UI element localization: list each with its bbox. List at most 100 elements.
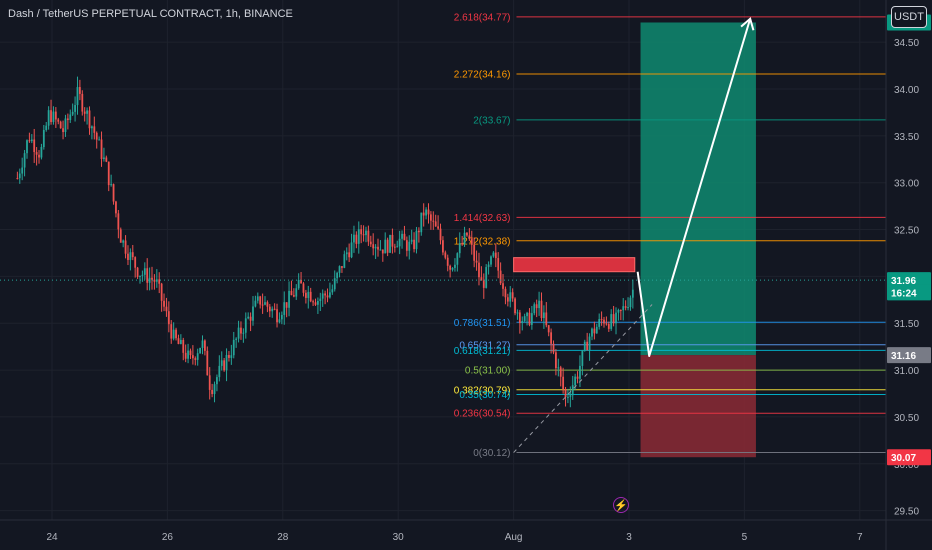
candle-body bbox=[244, 318, 247, 333]
candle-body bbox=[141, 274, 144, 276]
candle-body bbox=[91, 126, 93, 129]
fib-level-label: 0.786(31.51) bbox=[454, 318, 511, 329]
fibonacci-levels: 2.618(34.77) 2.272(34.16) 2(33.67) 1.414(32… bbox=[454, 12, 886, 459]
candle-body bbox=[403, 233, 406, 241]
fib-level-label: 2.618(34.77) bbox=[454, 12, 511, 23]
candle-body bbox=[631, 289, 634, 298]
candle-body bbox=[379, 249, 382, 251]
candle-body bbox=[456, 253, 459, 265]
candle-body bbox=[598, 319, 601, 327]
fib-level-label: 1.272(32.38) bbox=[454, 236, 511, 247]
candle-body bbox=[254, 300, 257, 307]
price-tick-label: 30.00 bbox=[894, 460, 919, 471]
candle-body bbox=[28, 140, 31, 142]
candle-body bbox=[278, 319, 281, 323]
candle-body bbox=[100, 139, 103, 160]
candle-body bbox=[475, 260, 478, 263]
candle-body bbox=[434, 221, 437, 227]
candle-body bbox=[295, 288, 298, 297]
candle-body bbox=[607, 324, 610, 329]
candle-body bbox=[461, 243, 464, 245]
price-tag-label: 31.96 bbox=[891, 276, 916, 287]
candle-body bbox=[292, 295, 295, 297]
candle-body bbox=[122, 240, 125, 243]
candle-body bbox=[463, 232, 466, 245]
candle-body bbox=[223, 360, 226, 371]
candle-body bbox=[127, 253, 129, 260]
candle-body bbox=[69, 114, 72, 120]
candle-body bbox=[112, 184, 115, 202]
candle-body bbox=[129, 252, 132, 260]
candle-body bbox=[499, 270, 502, 284]
candle-body bbox=[511, 292, 514, 299]
candle-body bbox=[76, 87, 79, 106]
candle-body bbox=[454, 264, 456, 268]
candle-body bbox=[550, 332, 553, 344]
candle-body bbox=[211, 389, 214, 395]
candle-body bbox=[309, 291, 312, 302]
candle-body bbox=[413, 239, 415, 250]
price-tag-label: 31.16 bbox=[891, 351, 916, 362]
candle-body bbox=[417, 230, 420, 233]
candle-body bbox=[446, 257, 449, 266]
fib-level-label: 2.272(34.16) bbox=[454, 70, 511, 81]
candle-body bbox=[252, 306, 254, 321]
candle-body bbox=[235, 338, 238, 340]
candle-body bbox=[30, 139, 33, 142]
candle-body bbox=[40, 147, 43, 158]
candle-body bbox=[509, 292, 512, 302]
candle-body bbox=[468, 235, 471, 239]
candle-body bbox=[45, 125, 48, 131]
candle-body bbox=[50, 110, 52, 123]
candle-body bbox=[497, 258, 500, 271]
candle-body bbox=[425, 209, 427, 216]
candle-body bbox=[115, 201, 117, 214]
candle-body bbox=[552, 343, 555, 353]
candle-body bbox=[23, 153, 26, 168]
candle-body bbox=[83, 111, 86, 114]
candle-body bbox=[516, 312, 519, 314]
loss-zone bbox=[640, 355, 756, 458]
lightning-icon[interactable]: ⚡ bbox=[613, 497, 629, 513]
candle-body bbox=[329, 292, 331, 298]
candle-body bbox=[557, 367, 560, 369]
candle-body bbox=[595, 326, 598, 334]
price-tag bbox=[887, 284, 931, 301]
candle-body bbox=[74, 105, 76, 112]
candle-body bbox=[487, 264, 490, 268]
candle-body bbox=[64, 118, 67, 133]
candle-body bbox=[372, 244, 375, 249]
candle-body bbox=[35, 152, 38, 155]
candle-body bbox=[158, 279, 161, 284]
price-tag-label: 30.07 bbox=[891, 453, 916, 464]
candle-body bbox=[545, 312, 548, 326]
candle-body bbox=[124, 240, 127, 254]
candle-body bbox=[312, 301, 314, 303]
candle-body bbox=[208, 375, 211, 390]
candle-body bbox=[304, 292, 307, 298]
candle-body bbox=[480, 277, 483, 281]
candle-body bbox=[437, 226, 440, 229]
candle-body bbox=[588, 336, 591, 351]
time-tick-label: 28 bbox=[277, 532, 289, 543]
candle-body bbox=[71, 111, 74, 115]
currency-button[interactable]: USDT bbox=[891, 6, 927, 28]
candle-body bbox=[619, 309, 622, 311]
candle-body bbox=[237, 327, 240, 339]
candle-body bbox=[348, 252, 351, 258]
fib-level-label: 0.618(31.21) bbox=[454, 346, 511, 357]
price-tick-label: 33.50 bbox=[894, 132, 919, 143]
candle-body bbox=[324, 293, 327, 296]
candle-body bbox=[196, 353, 199, 360]
candle-body bbox=[449, 265, 452, 270]
time-tick-label: 5 bbox=[742, 532, 748, 543]
candle-body bbox=[451, 267, 454, 270]
candle-body bbox=[314, 302, 317, 305]
candle-body bbox=[78, 87, 81, 94]
candle-body bbox=[136, 267, 139, 277]
fib-level-label: 0(30.12) bbox=[473, 448, 510, 459]
fib-level-label: 2(33.67) bbox=[473, 115, 510, 126]
candle-body bbox=[360, 229, 363, 235]
candle-body bbox=[432, 220, 435, 222]
